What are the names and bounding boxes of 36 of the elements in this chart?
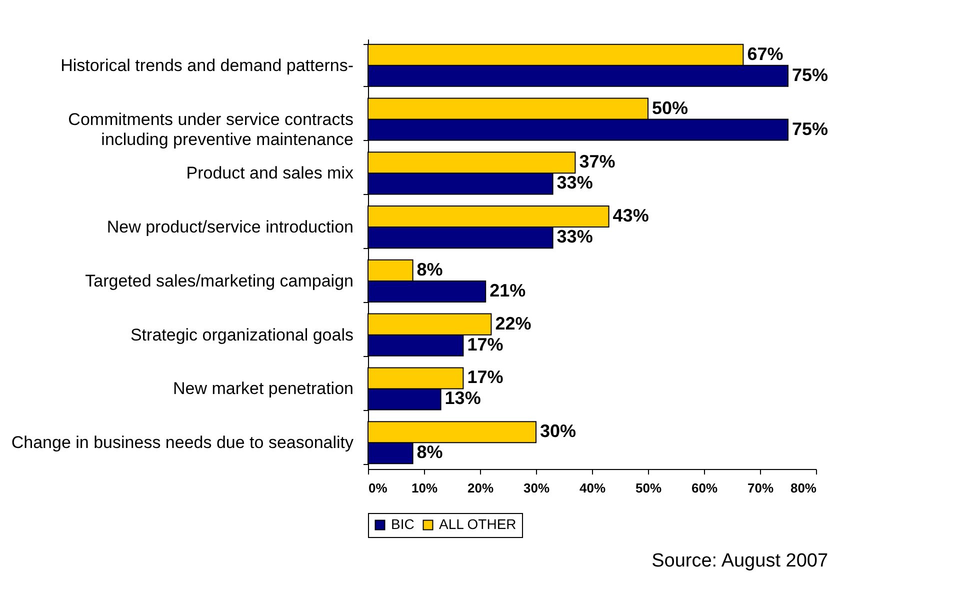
data-label: 8%	[416, 259, 443, 280]
data-label: 75%	[792, 64, 828, 85]
y-tick-label: Commitments under service contracts including preventive maintenance	[68, 110, 354, 149]
y-tick-label: New market penetration	[173, 379, 354, 398]
data-label: 50%	[652, 98, 688, 118]
data-label: 75%	[792, 118, 828, 139]
data-label: 8%	[416, 442, 443, 462]
data-label: 17%	[467, 334, 504, 354]
data-label: 13%	[444, 388, 481, 408]
y-tick-label: Historical trends and demand patterns-	[60, 56, 354, 75]
x-tick-label: 50%	[635, 480, 662, 496]
y-tick-label: Strategic organizational goals	[130, 325, 354, 344]
data-label: 37%	[579, 152, 616, 172]
data-label: 21%	[490, 280, 526, 300]
x-tick-label: 10%	[411, 480, 438, 496]
x-tick-label: 80%	[790, 480, 817, 496]
y-tick-label: Targeted sales/marketing campaign	[85, 271, 354, 290]
x-tick-label: 30%	[523, 480, 550, 496]
x-tick-label: 20%	[467, 480, 494, 496]
data-label: 33%	[556, 172, 593, 193]
data-label: 67%	[747, 44, 784, 64]
data-label: 33%	[556, 226, 593, 247]
y-tick-label: Product and sales mix	[186, 164, 354, 183]
x-tick-label: 70%	[747, 480, 774, 496]
y-tick-label: Change in business needs due to seasonality	[11, 433, 354, 452]
data-label: 22%	[495, 313, 532, 334]
legend-label: BIC	[391, 516, 414, 532]
data-label: 17%	[467, 367, 504, 388]
x-tick-label: 40%	[579, 480, 606, 496]
x-tick-label: 0%	[368, 480, 388, 496]
legend-label: ALL OTHER	[439, 516, 516, 532]
y-tick-label: New product/service introduction	[106, 218, 354, 237]
data-label: 43%	[612, 206, 649, 226]
x-tick-label: 60%	[691, 480, 718, 496]
source-note: Source: August 2007	[652, 550, 828, 572]
data-label: 30%	[540, 421, 576, 442]
